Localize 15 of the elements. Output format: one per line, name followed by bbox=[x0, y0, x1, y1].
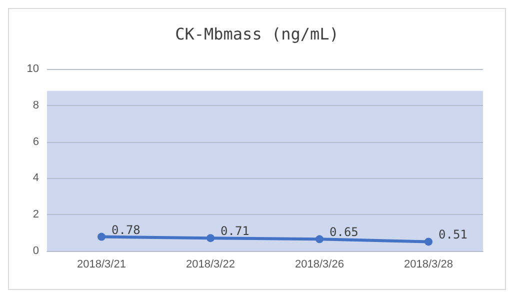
y-tick-label: 2 bbox=[32, 208, 39, 221]
y-tick-label: 4 bbox=[32, 172, 39, 184]
x-tick-label: 2018/3/21 bbox=[77, 258, 126, 270]
data-label: 0.71 bbox=[220, 224, 250, 238]
data-label: 0.78 bbox=[112, 222, 140, 237]
chart-title: CK-Mbmass (ng/mL) bbox=[175, 24, 339, 44]
y-tick-label: 0 bbox=[32, 245, 39, 257]
data-label: 0.51 bbox=[438, 228, 468, 242]
x-tick-label: 2018/3/22 bbox=[186, 258, 235, 270]
y-tick-label: 10 bbox=[26, 63, 39, 75]
y-tick-label: 6 bbox=[32, 136, 39, 148]
y-tick-label: 8 bbox=[32, 99, 39, 112]
x-tick-label: 2018/3/28 bbox=[404, 258, 453, 270]
data-label: 0.65 bbox=[330, 225, 358, 240]
x-tick-label: 2018/3/26 bbox=[295, 258, 344, 270]
